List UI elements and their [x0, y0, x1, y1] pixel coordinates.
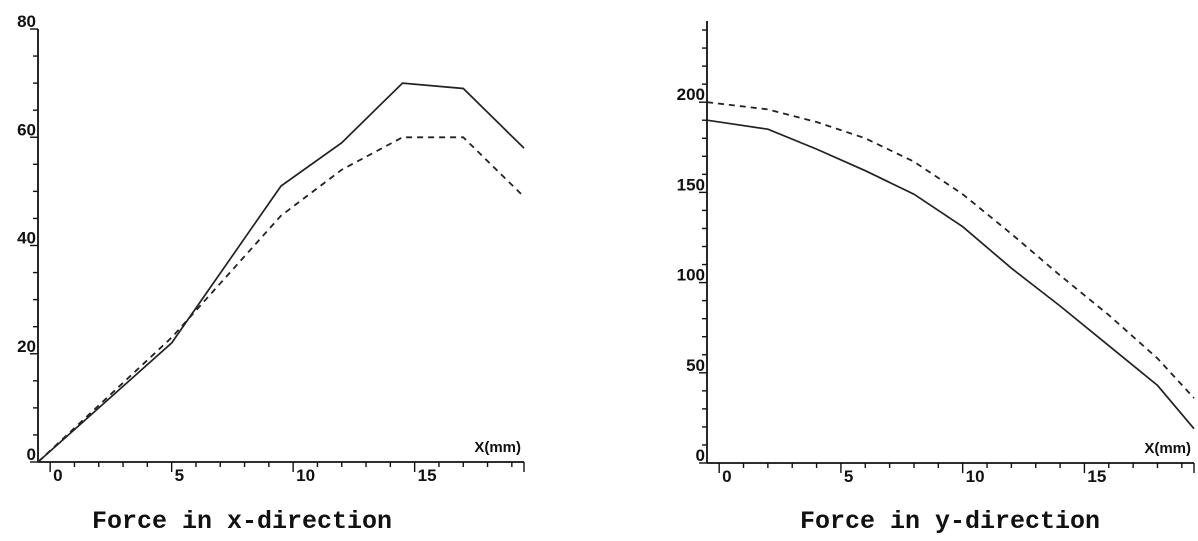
- chart-caption: Force in x-direction: [92, 507, 392, 536]
- y-tick-label: 200: [677, 85, 705, 104]
- force-x-chart: 0 20 40 60 80 0 5 10 15 X(mm) Force in x-direction: [17, 12, 525, 536]
- dashed-series-line: [37, 136, 525, 463]
- y-tick-label: 20: [17, 337, 36, 356]
- y-tick-label: 80: [17, 12, 36, 31]
- x-tick-label: 0: [53, 466, 62, 485]
- x-tick-label: 10: [966, 467, 985, 486]
- x-tick-label: 5: [844, 467, 853, 486]
- x-unit-label: X(mm): [474, 439, 521, 456]
- x-tick-label: 15: [1087, 467, 1106, 486]
- solid-series-line: [37, 82, 525, 463]
- y-tick-label: 100: [677, 266, 705, 285]
- x-tick-label: 0: [722, 467, 731, 486]
- y-tick-label: 0: [696, 446, 705, 465]
- y-tick-label: 40: [17, 229, 36, 248]
- force-y-chart: 0 50 100 150 200 0 5 10 15 X(mm) Force in y-direct…: [677, 21, 1195, 536]
- dashed-series-line: [706, 101, 1195, 399]
- chart-caption: Force in y-direction: [800, 507, 1100, 536]
- y-tick-label: 150: [677, 175, 705, 194]
- x-tick-label: 5: [175, 466, 184, 485]
- solid-series-line: [706, 119, 1195, 430]
- x-unit-label: X(mm): [1144, 440, 1191, 457]
- x-tick-label: 15: [418, 466, 437, 485]
- y-tick-label: 60: [17, 120, 36, 139]
- y-tick-label: 0: [27, 445, 36, 464]
- y-tick-label: 50: [686, 356, 705, 375]
- x-tick-label: 10: [296, 466, 315, 485]
